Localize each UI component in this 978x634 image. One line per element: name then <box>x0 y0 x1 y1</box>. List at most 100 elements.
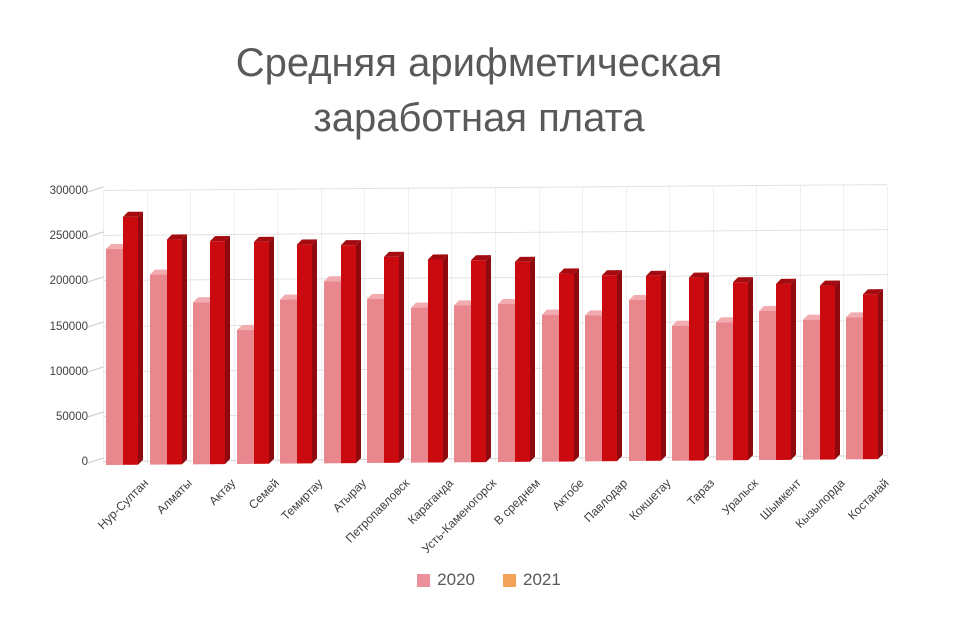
chart-legend: 2020 2021 <box>0 570 978 590</box>
bar-2021 <box>645 275 661 461</box>
y-axis-label: 300000 <box>49 185 88 197</box>
bar-2021-side <box>617 270 623 462</box>
bar-group <box>408 188 452 463</box>
legend-swatch-2020 <box>417 573 431 587</box>
tick-connector <box>87 411 104 418</box>
bar-2021-side <box>442 254 448 463</box>
bar-group <box>147 190 191 465</box>
bar-2021 <box>471 259 487 463</box>
y-axis-label: 50000 <box>56 410 88 423</box>
tick-connector <box>87 366 104 373</box>
legend-item-2020: 2020 <box>417 570 475 590</box>
x-axis-label: Уральск <box>719 476 761 518</box>
bar-2021 <box>689 277 705 461</box>
tick-connector <box>87 321 104 328</box>
y-axis-label: 100000 <box>49 365 88 378</box>
bar-group <box>364 189 408 464</box>
bar-group <box>713 186 757 461</box>
x-axis-label: Костанай <box>844 476 892 523</box>
bar-group <box>756 186 800 461</box>
bar-2021-side <box>573 268 579 462</box>
plot-area <box>103 184 888 465</box>
bar-2020 <box>759 310 777 461</box>
bar-2021-side <box>486 254 492 463</box>
bar-group <box>277 189 321 464</box>
bar-group <box>190 190 234 465</box>
bar-2021 <box>863 293 879 460</box>
bar-2021-side <box>834 280 840 460</box>
bar-2021-side <box>181 234 187 465</box>
bar-2020 <box>672 325 690 461</box>
bar-2020 <box>193 302 211 465</box>
y-axis-label: 250000 <box>49 230 88 243</box>
bar-2021-side <box>399 251 405 463</box>
bar-2021 <box>210 241 226 465</box>
vertical-gridline <box>887 185 888 460</box>
bar-group <box>103 191 147 465</box>
bar-group <box>843 185 887 460</box>
bar-group <box>234 190 278 464</box>
x-axis-label: Усть-Каменогорск <box>419 476 500 557</box>
bar-2020 <box>280 299 298 464</box>
bar-2021 <box>427 259 443 463</box>
x-axis-label: Тараз <box>684 476 718 509</box>
bar-2021 <box>384 256 400 463</box>
bar-2020 <box>106 249 123 465</box>
bar-2021-side <box>312 238 318 464</box>
bar-2021-side <box>355 240 361 464</box>
x-axis-label: В среднем <box>491 476 543 528</box>
bar-2021-side <box>747 277 753 461</box>
bar-group <box>321 189 365 464</box>
bar-2021-side <box>138 211 143 465</box>
bar-2021 <box>297 244 313 464</box>
legend-item-2021: 2021 <box>503 570 561 590</box>
bar-2020 <box>454 305 472 463</box>
bar-group <box>582 187 626 462</box>
bar-2021 <box>819 285 835 460</box>
bar-2021 <box>123 216 138 465</box>
tick-connector <box>87 456 104 464</box>
bar-2021 <box>602 275 618 462</box>
x-axis-label: Атырау <box>329 476 369 515</box>
x-axis-label: Семей <box>245 476 282 513</box>
bar-group <box>800 185 844 460</box>
bar-2021-side <box>660 270 666 461</box>
bar-2020 <box>802 319 820 460</box>
x-axis-label: Темиртау <box>278 476 326 524</box>
bar-2021-side <box>530 257 535 462</box>
x-axis-label: Нур-Султан <box>94 476 151 533</box>
bar-2020 <box>585 315 603 462</box>
tick-connector <box>87 185 104 193</box>
y-axis-label: 200000 <box>49 275 88 288</box>
x-axis-label: Павлодар <box>581 476 631 526</box>
legend-swatch-2021 <box>503 573 516 587</box>
chart-title: Средняя арифметическая заработная плата <box>0 36 958 146</box>
legend-label: 2020 <box>437 570 475 589</box>
tick-connector <box>87 231 104 238</box>
bar-2020 <box>541 314 559 462</box>
x-axis-label: Актобе <box>549 476 587 514</box>
bar-2020 <box>628 300 646 462</box>
x-axis-label: Алматы <box>153 476 195 517</box>
x-axis-label: Кокшетау <box>626 476 674 524</box>
bar-2021 <box>515 262 530 462</box>
bar-group <box>669 186 713 461</box>
bar-2020 <box>410 307 428 463</box>
y-axis-label: 150000 <box>49 320 88 333</box>
bar-2021 <box>253 241 269 464</box>
bar-2020 <box>323 280 341 464</box>
chart-title-line2: заработная плата <box>313 96 645 141</box>
bar-2021 <box>558 273 574 462</box>
bar-group <box>539 187 583 462</box>
y-axis-label: 0 <box>81 456 88 468</box>
bar-2021-side <box>225 236 231 465</box>
bar-2020 <box>846 317 864 460</box>
bar-2020 <box>149 274 167 465</box>
bar-group <box>495 188 539 463</box>
x-axis-label: Актау <box>205 476 239 509</box>
bar-2021 <box>340 245 356 464</box>
chart-title-line1: Средняя арифметическая <box>235 41 723 85</box>
bar-group <box>626 187 670 462</box>
bar-group <box>451 188 495 463</box>
